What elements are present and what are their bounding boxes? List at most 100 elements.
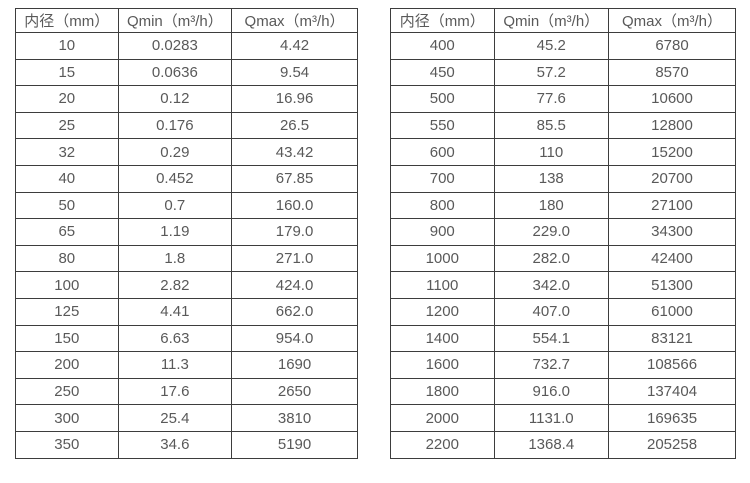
qmax-cell: 169635	[608, 404, 736, 432]
flow-table-large-diameters: 内径（mm） Qmin（m³/h） Qmax（m³/h） 400 45.2 6780…	[390, 8, 736, 459]
qmax-cell: 61000	[608, 297, 736, 326]
table-row: 550 85.5 12800	[390, 111, 736, 140]
qmin-cell: 0.0283	[117, 32, 233, 60]
diameter-cell: 250	[15, 377, 119, 406]
qmin-cell: 85.5	[493, 111, 610, 140]
qmin-cell: 34.6	[117, 430, 233, 459]
qmax-cell: 43.42	[231, 138, 358, 166]
table-row: 500 77.6 10600	[390, 85, 736, 113]
qmin-cell: 0.0636	[117, 58, 233, 87]
diameter-cell: 400	[390, 32, 495, 60]
diameter-cell: 2000	[390, 404, 495, 432]
qmin-cell: 282.0	[493, 244, 610, 273]
table-row: 25 0.176 26.5	[15, 111, 358, 140]
diameter-cell: 350	[15, 430, 119, 459]
diameter-cell: 40	[15, 164, 119, 193]
qmax-cell: 662.0	[231, 297, 358, 326]
qmin-cell: 1.8	[117, 244, 233, 273]
qmin-cell: 732.7	[493, 351, 610, 379]
qmin-cell: 229.0	[493, 218, 610, 246]
qmin-cell: 11.3	[117, 351, 233, 379]
table-header-row: 内径（mm） Qmin（m³/h） Qmax（m³/h）	[390, 8, 736, 33]
diameter-cell: 125	[15, 297, 119, 326]
table-row: 100 2.82 424.0	[15, 271, 358, 299]
qmin-cell: 1368.4	[493, 430, 610, 459]
diameter-cell: 80	[15, 244, 119, 273]
qmax-cell: 2650	[231, 377, 358, 406]
table-body: 400 45.2 6780 450 57.2 8570 500 77.6 10600 550 85.…	[390, 32, 736, 459]
diameter-cell: 25	[15, 111, 119, 140]
qmax-cell: 1690	[231, 351, 358, 379]
qmax-cell: 137404	[608, 377, 736, 406]
qmax-cell: 20700	[608, 164, 736, 193]
diameter-cell: 2200	[390, 430, 495, 459]
diameter-cell: 1600	[390, 351, 495, 379]
column-header-qmax: Qmax（m³/h）	[608, 8, 736, 33]
table-row: 2000 1131.0 169635	[390, 404, 736, 432]
table-row: 400 45.2 6780	[390, 32, 736, 60]
qmax-cell: 10600	[608, 85, 736, 113]
diameter-cell: 900	[390, 218, 495, 246]
diameter-cell: 15	[15, 58, 119, 87]
table-row: 1400 554.1 83121	[390, 324, 736, 353]
diameter-cell: 1200	[390, 297, 495, 326]
table-row: 1100 342.0 51300	[390, 271, 736, 299]
diameter-cell: 200	[15, 351, 119, 379]
qmin-cell: 4.41	[117, 297, 233, 326]
table-row: 125 4.41 662.0	[15, 297, 358, 326]
qmax-cell: 67.85	[231, 164, 358, 193]
qmax-cell: 16.96	[231, 85, 358, 113]
qmax-cell: 15200	[608, 138, 736, 166]
table-row: 50 0.7 160.0	[15, 191, 358, 220]
qmax-cell: 4.42	[231, 32, 358, 60]
qmax-cell: 5190	[231, 430, 358, 459]
column-header-qmax: Qmax（m³/h）	[231, 8, 358, 33]
qmin-cell: 110	[493, 138, 610, 166]
qmax-cell: 12800	[608, 111, 736, 140]
qmax-cell: 205258	[608, 430, 736, 459]
qmax-cell: 424.0	[231, 271, 358, 299]
qmax-cell: 108566	[608, 351, 736, 379]
qmin-cell: 342.0	[493, 271, 610, 299]
diameter-cell: 50	[15, 191, 119, 220]
qmax-cell: 3810	[231, 404, 358, 432]
table-row: 80 1.8 271.0	[15, 244, 358, 273]
table-row: 150 6.63 954.0	[15, 324, 358, 353]
qmin-cell: 0.12	[117, 85, 233, 113]
diameter-cell: 100	[15, 271, 119, 299]
qmin-cell: 0.29	[117, 138, 233, 166]
qmin-cell: 25.4	[117, 404, 233, 432]
column-header-diameter: 内径（mm）	[390, 8, 495, 33]
qmax-cell: 179.0	[231, 218, 358, 246]
table-row: 15 0.0636 9.54	[15, 58, 358, 87]
qmin-cell: 1.19	[117, 218, 233, 246]
table-header-row: 内径（mm） Qmin（m³/h） Qmax（m³/h）	[15, 8, 358, 33]
diameter-cell: 700	[390, 164, 495, 193]
diameter-cell: 600	[390, 138, 495, 166]
flow-table-small-diameters: 内径（mm） Qmin（m³/h） Qmax（m³/h） 10 0.0283 4.4…	[15, 8, 358, 459]
table-row: 700 138 20700	[390, 164, 736, 193]
table-row: 250 17.6 2650	[15, 377, 358, 406]
qmin-cell: 6.63	[117, 324, 233, 353]
qmin-cell: 0.452	[117, 164, 233, 193]
qmax-cell: 9.54	[231, 58, 358, 87]
qmax-cell: 954.0	[231, 324, 358, 353]
column-header-qmin: Qmin（m³/h）	[117, 8, 233, 33]
qmin-cell: 916.0	[493, 377, 610, 406]
table-row: 600 110 15200	[390, 138, 736, 166]
qmax-cell: 8570	[608, 58, 736, 87]
diameter-cell: 10	[15, 32, 119, 60]
table-row: 1000 282.0 42400	[390, 244, 736, 273]
diameter-cell: 300	[15, 404, 119, 432]
qmax-cell: 42400	[608, 244, 736, 273]
table-body: 10 0.0283 4.42 15 0.0636 9.54 20 0.12 16.96 25 0.1…	[15, 32, 358, 459]
qmin-cell: 1131.0	[493, 404, 610, 432]
table-row: 900 229.0 34300	[390, 218, 736, 246]
qmax-cell: 271.0	[231, 244, 358, 273]
diameter-cell: 500	[390, 85, 495, 113]
qmin-cell: 17.6	[117, 377, 233, 406]
table-row: 32 0.29 43.42	[15, 138, 358, 166]
qmax-cell: 26.5	[231, 111, 358, 140]
table-row: 40 0.452 67.85	[15, 164, 358, 193]
qmin-cell: 0.176	[117, 111, 233, 140]
